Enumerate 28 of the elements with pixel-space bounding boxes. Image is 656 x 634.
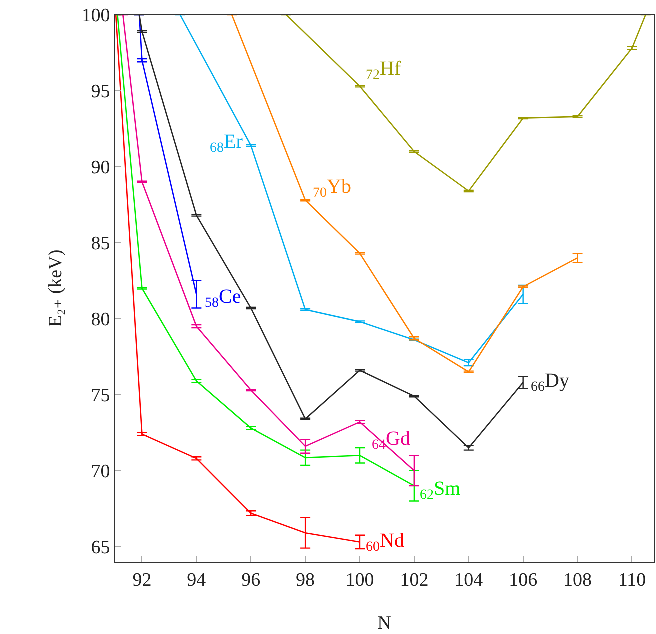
x-tick-label: 98 xyxy=(296,570,316,591)
series-label: $_{60}$Nd xyxy=(366,530,404,556)
y-tick-label: 80 xyxy=(91,310,110,331)
x-axis-title: N xyxy=(378,613,392,634)
y-tick-label: 75 xyxy=(91,386,110,407)
series-label: $_{68}$Er xyxy=(210,131,244,156)
series-label: $_{64}$Gd xyxy=(372,428,410,454)
series-label: $_{66}$Dy xyxy=(531,370,570,396)
x-tick-label: 100 xyxy=(346,570,374,591)
y-tick-label: 65 xyxy=(91,537,110,558)
x-tick-label: 96 xyxy=(242,570,261,591)
x-tick-label: 92 xyxy=(132,570,152,591)
x-tick-label: 110 xyxy=(618,570,646,591)
y-tick-label: 90 xyxy=(91,158,110,179)
y-axis-title: E₂₊ (keV) xyxy=(46,250,67,328)
y-tick-label: 95 xyxy=(91,82,110,103)
series-label: $_{70}$Yb xyxy=(313,176,352,202)
y-tick-label: 85 xyxy=(91,234,110,255)
x-tick-label: 102 xyxy=(400,570,429,591)
x-tick-label: 106 xyxy=(509,570,538,591)
x-tick-label: 94 xyxy=(187,570,207,591)
x-tick-label: 108 xyxy=(564,570,592,591)
y-tick-label: 100 xyxy=(82,6,110,27)
series-label: $_{72}$Hf xyxy=(366,58,402,84)
y-tick-label: 70 xyxy=(91,461,110,482)
x-tick-label: 104 xyxy=(454,570,484,591)
series-label: $_{58}$Ce xyxy=(205,286,242,312)
series-label: $_{62}$Sm xyxy=(420,478,462,504)
